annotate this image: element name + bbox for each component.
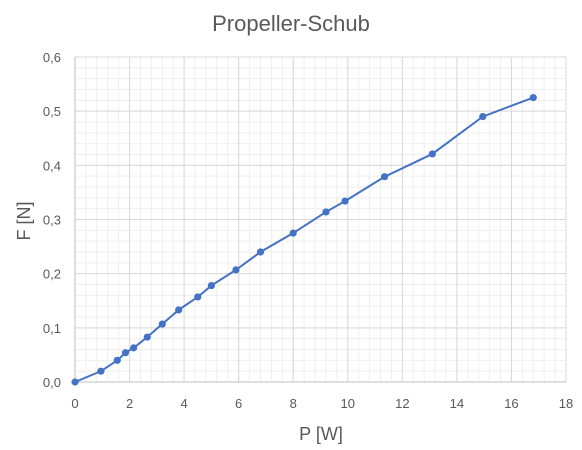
data-point: [194, 293, 202, 301]
x-tick-label: 14: [450, 396, 464, 411]
y-tick-label: 0,1: [43, 321, 61, 336]
grid: [74, 56, 567, 383]
x-tick-label: 18: [559, 396, 573, 411]
y-tick-label: 0,5: [43, 104, 61, 119]
x-tick-label: 16: [504, 396, 518, 411]
y-tick-label: 0,4: [43, 158, 61, 173]
data-point: [71, 378, 79, 386]
tick-labels: 0 2 4 6 8 10 12 14 16 18 0,0 0,1 0,2 0,3 0,4 0,5 0,6: [43, 50, 573, 411]
x-axis-title: P [W]: [299, 424, 343, 444]
y-axis-title: F [N]: [14, 202, 34, 241]
series-layer: [71, 94, 537, 386]
data-point: [428, 150, 436, 158]
x-tick-label: 2: [126, 396, 133, 411]
data-point: [130, 344, 138, 352]
data-point: [381, 173, 389, 181]
data-point: [207, 281, 215, 290]
data-point: [529, 94, 537, 102]
y-tick-label: 0,0: [43, 375, 61, 390]
axes: [74, 57, 566, 383]
x-tick-label: 0: [71, 396, 78, 411]
data-point: [256, 248, 265, 256]
x-tick-label: 6: [235, 396, 242, 411]
data-point: [289, 229, 297, 237]
data-point: [97, 367, 105, 375]
data-point: [121, 349, 130, 357]
x-tick-label: 8: [290, 396, 297, 411]
data-point: [113, 356, 121, 364]
data-point: [479, 112, 487, 121]
data-point: [143, 333, 151, 341]
data-point: [322, 208, 330, 216]
chart-title: Propeller-Schub: [212, 11, 370, 36]
data-point: [341, 197, 349, 205]
y-tick-label: 0,3: [43, 213, 61, 228]
data-point: [158, 320, 166, 328]
y-tick-label: 0,2: [43, 267, 61, 282]
x-tick-label: 4: [180, 396, 187, 411]
y-tick-label: 0,6: [43, 50, 61, 65]
data-point: [175, 306, 183, 314]
x-tick-label: 12: [395, 396, 409, 411]
x-tick-label: 10: [341, 396, 355, 411]
data-point: [232, 266, 240, 274]
